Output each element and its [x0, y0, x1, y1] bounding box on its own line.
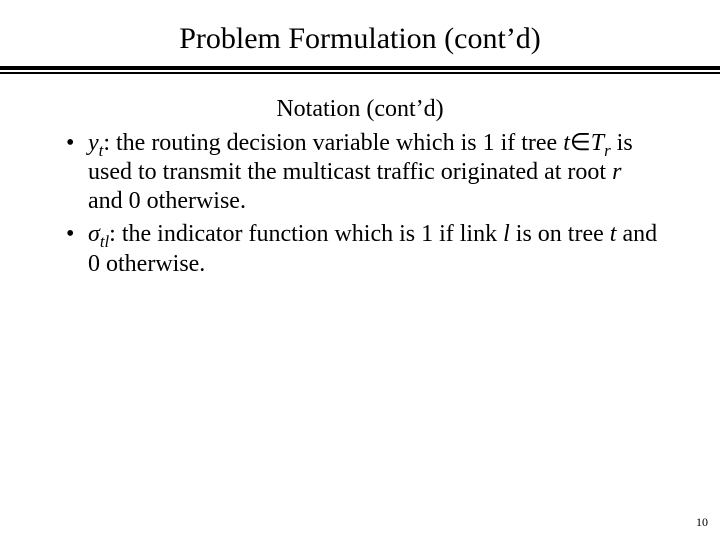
slide-title: Problem Formulation (cont’d) — [0, 22, 720, 56]
title-underline — [0, 66, 720, 74]
bullet-item: σtl: the indicator function which is 1 i… — [60, 220, 660, 279]
b2-mid: is on tree — [510, 221, 610, 247]
slide: Problem Formulation (cont’d) Notation (c… — [0, 0, 720, 540]
b1-tail: and 0 otherwise. — [88, 188, 246, 214]
b1-t: t — [563, 130, 570, 156]
subheading: Notation (cont’d) — [60, 96, 660, 123]
body-area: Notation (cont’d) y t: the routing decisi… — [0, 74, 720, 279]
var-sigma: σ — [88, 221, 100, 247]
bullet-item: y t: the routing decision variable which … — [60, 129, 660, 217]
b1-r: r — [612, 159, 621, 185]
b1-T: T — [591, 130, 604, 156]
title-area: Problem Formulation (cont’d) — [0, 0, 720, 56]
bullet-list: y t: the routing decision variable which … — [60, 129, 660, 279]
element-of-icon: ∈ — [570, 130, 591, 156]
b1-lead: : the routing decision variable which is… — [103, 130, 563, 156]
var-y: y — [88, 130, 99, 156]
page-number: 10 — [696, 515, 708, 530]
b2-lead: : the indicator function which is 1 if l… — [109, 221, 503, 247]
var-sigma-sub: tl — [100, 232, 109, 251]
b2-l: l — [503, 221, 510, 247]
